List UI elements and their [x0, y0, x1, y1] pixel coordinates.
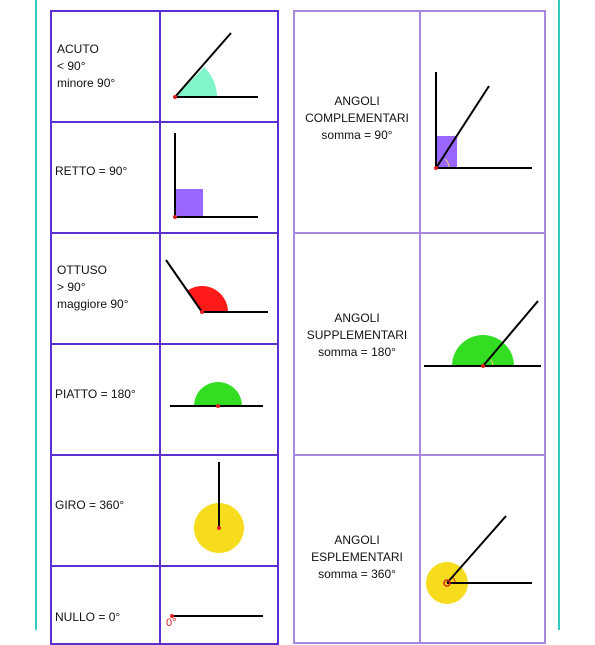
obtuse-angle-label: OTTUSO > 90° maggiore 90° [57, 263, 129, 311]
complementary-angle-vertex [434, 166, 438, 170]
acute-angle-figure [173, 32, 258, 99]
obtuse-angle-vertex [200, 310, 204, 314]
null-angle-degree-mark: 0° [166, 617, 177, 629]
explementary-angles-label: ANGOLI ESPLEMENTARI somma = 360° [311, 533, 403, 581]
complementary-angles-figure [434, 72, 532, 170]
complementary-angles-label: ANGOLI COMPLEMENTARI somma = 90° [305, 94, 409, 142]
null-angle-vertex [170, 614, 174, 618]
obtuse-angle-sector [186, 286, 228, 312]
full-angle-label: GIRO = 360° [55, 498, 125, 512]
null-angle-figure [170, 614, 263, 618]
explementary-angle-vertex [443, 579, 451, 587]
acute-angle-label: ACUTO < 90° minore 90° [57, 42, 116, 90]
full-angle-figure [194, 462, 244, 553]
straight-angle-vertex [216, 404, 220, 408]
acute-angle-vertex [173, 95, 177, 99]
supplementary-angle-vertex [481, 364, 485, 368]
explementary-angle-side-ray [446, 515, 507, 584]
acute-angle-side-ray [174, 32, 232, 98]
page-border-right [558, 0, 560, 630]
explementary-angles-figure [426, 515, 532, 604]
angle-figures [165, 32, 541, 618]
right-angle-square [175, 189, 203, 217]
straight-angle-label: PIATTO = 180° [55, 387, 136, 401]
right-angle-label: RETTO = 90° [55, 164, 128, 178]
straight-angle-figure [170, 382, 263, 408]
obtuse-angle-side-ray [165, 259, 203, 313]
obtuse-angle-figure [165, 259, 268, 314]
supplementary-angles-label: ANGOLI SUPPLEMENTARI somma = 180° [306, 311, 408, 359]
complementary-angle-middle-ray [435, 85, 490, 169]
null-angle-label: NULLO = 0° [55, 610, 121, 624]
page-border-left [35, 0, 37, 630]
straight-angle-sector [194, 382, 242, 406]
right-angle-vertex [173, 215, 177, 219]
acute-angle-sector [175, 67, 217, 97]
supplementary-angle-ray [482, 300, 539, 367]
supplementary-angles-figure [424, 300, 541, 368]
supplementary-angle-sector [452, 335, 514, 366]
full-angle-vertex [217, 526, 221, 530]
right-angle-figure [173, 133, 258, 219]
